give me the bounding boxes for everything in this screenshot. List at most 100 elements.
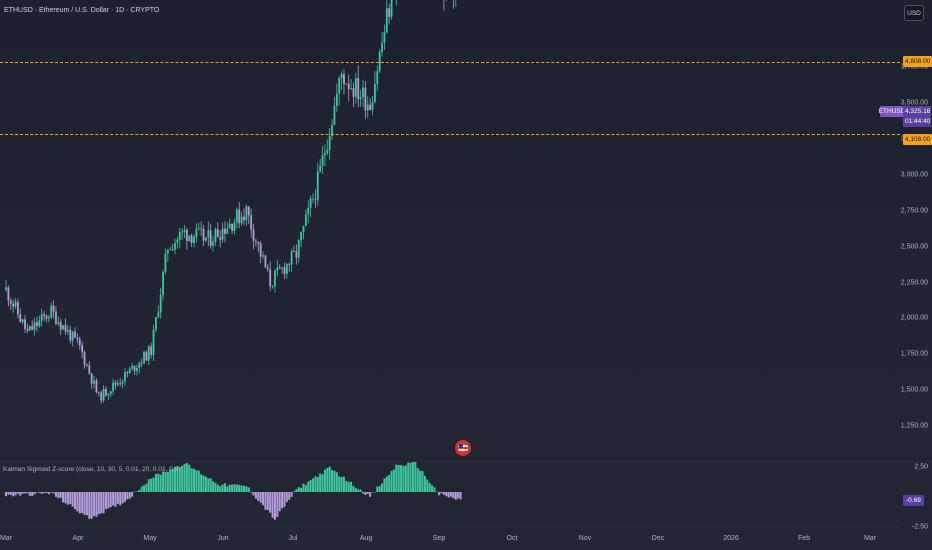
candle[interactable]: [274, 271, 276, 286]
candle[interactable]: [357, 78, 360, 100]
candle[interactable]: [378, 52, 381, 72]
candle[interactable]: [131, 365, 134, 369]
candle[interactable]: [302, 225, 305, 233]
candle[interactable]: [157, 312, 160, 317]
candle[interactable]: [57, 322, 60, 324]
candle[interactable]: [362, 87, 364, 98]
candle[interactable]: [83, 352, 86, 365]
candle[interactable]: [9, 300, 12, 304]
candle[interactable]: [293, 251, 295, 252]
candle[interactable]: [314, 198, 317, 200]
candle[interactable]: [195, 228, 198, 237]
candle[interactable]: [126, 372, 129, 374]
candle[interactable]: [50, 305, 53, 318]
candle[interactable]: [128, 368, 131, 374]
candle[interactable]: [304, 214, 307, 226]
candle[interactable]: [266, 267, 269, 270]
candle[interactable]: [188, 235, 191, 241]
candle[interactable]: [86, 364, 88, 366]
time-axis[interactable]: Mar Apr May Jun Jul Aug Sep Oct Nov Dec 2026 Feb Mar: [0, 527, 900, 550]
candle[interactable]: [290, 251, 293, 265]
candle[interactable]: [352, 88, 355, 97]
candle[interactable]: [264, 255, 267, 268]
candle[interactable]: [371, 102, 374, 110]
candle[interactable]: [250, 215, 253, 230]
candle[interactable]: [52, 305, 55, 312]
candle[interactable]: [121, 381, 124, 384]
candle[interactable]: [181, 231, 184, 233]
candle[interactable]: [69, 329, 72, 341]
candle[interactable]: [374, 84, 376, 103]
candle[interactable]: [64, 325, 67, 332]
candle[interactable]: [21, 319, 24, 322]
symbol-title[interactable]: ETHUSD · Ethereum / U.S. Dollar · 1D · C…: [4, 7, 160, 14]
candle[interactable]: [81, 345, 84, 353]
candle[interactable]: [328, 136, 331, 150]
candle[interactable]: [102, 388, 105, 401]
candle[interactable]: [288, 263, 291, 265]
candle[interactable]: [88, 365, 91, 374]
candle[interactable]: [338, 78, 341, 94]
candle[interactable]: [350, 88, 352, 89]
candle[interactable]: [55, 311, 57, 324]
candle[interactable]: [12, 303, 15, 307]
candle[interactable]: [28, 325, 31, 331]
candle[interactable]: [62, 325, 65, 330]
candle[interactable]: [143, 351, 145, 364]
candle[interactable]: [171, 249, 174, 251]
candle[interactable]: [71, 331, 74, 341]
candle[interactable]: [252, 229, 255, 241]
candle[interactable]: [321, 155, 324, 166]
candle[interactable]: [335, 93, 338, 106]
candle[interactable]: [200, 228, 203, 230]
indicator-legend[interactable]: Kalman Sigmoid Z-score (close, 10, 30, 5…: [3, 466, 181, 473]
candle[interactable]: [216, 229, 219, 238]
candle[interactable]: [185, 229, 188, 241]
candle[interactable]: [209, 230, 212, 246]
candle[interactable]: [343, 74, 345, 85]
candle[interactable]: [31, 325, 34, 330]
candle[interactable]: [369, 104, 372, 110]
candle[interactable]: [197, 228, 200, 230]
candle[interactable]: [5, 287, 7, 290]
candle[interactable]: [138, 362, 141, 368]
candle[interactable]: [7, 287, 10, 301]
candle[interactable]: [281, 267, 283, 269]
candle[interactable]: [381, 43, 383, 53]
indicator-chart[interactable]: [0, 462, 900, 527]
candle[interactable]: [219, 237, 222, 240]
candle[interactable]: [205, 237, 207, 241]
candle[interactable]: [183, 229, 186, 232]
candle[interactable]: [95, 380, 98, 392]
candle[interactable]: [155, 316, 157, 330]
candle[interactable]: [300, 232, 303, 241]
candle[interactable]: [90, 373, 93, 384]
candle[interactable]: [383, 32, 386, 44]
candle[interactable]: [140, 362, 143, 364]
candle[interactable]: [100, 392, 103, 401]
candle[interactable]: [178, 232, 181, 240]
candle[interactable]: [164, 253, 167, 273]
candle[interactable]: [193, 236, 195, 243]
candle[interactable]: [78, 339, 81, 346]
candle[interactable]: [40, 314, 43, 321]
candle[interactable]: [233, 222, 236, 231]
candle[interactable]: [59, 322, 62, 330]
candle[interactable]: [105, 388, 107, 396]
pane-divider[interactable]: [0, 461, 932, 462]
candle[interactable]: [340, 74, 343, 79]
candle[interactable]: [278, 267, 281, 269]
candle[interactable]: [312, 198, 314, 200]
candle[interactable]: [124, 372, 126, 382]
horizontal-level-lower[interactable]: [0, 134, 900, 135]
candle[interactable]: [207, 230, 210, 238]
candle[interactable]: [307, 207, 310, 215]
candle[interactable]: [36, 322, 38, 326]
candle[interactable]: [276, 267, 279, 272]
candle[interactable]: [19, 314, 22, 322]
candle[interactable]: [109, 391, 112, 394]
candle[interactable]: [152, 329, 155, 355]
candle[interactable]: [116, 383, 119, 385]
candle[interactable]: [238, 209, 241, 224]
candle[interactable]: [45, 315, 48, 319]
